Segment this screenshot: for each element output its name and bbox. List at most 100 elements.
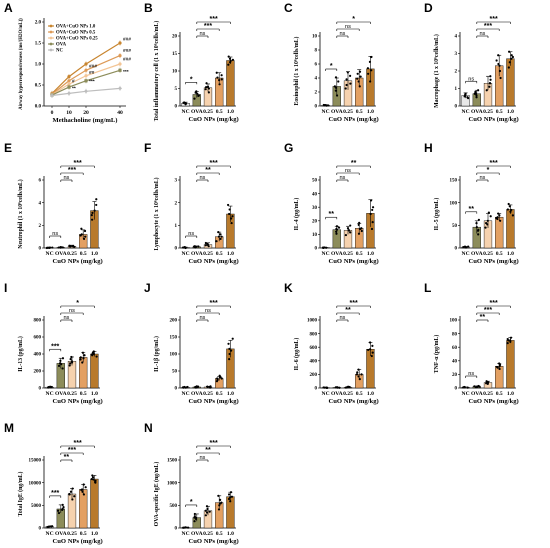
data-point [358,70,362,73]
series-point [84,74,88,78]
series-point [118,68,122,72]
data-point [487,211,490,214]
data-point [193,97,196,100]
panel-letter: K [284,281,293,295]
panel-letter: C [284,1,293,15]
data-point [495,216,498,220]
significance-label: *** [51,490,59,497]
y-axis-label: IL-13 (pg/mL) [17,336,24,372]
panel-letter: B [144,1,153,15]
data-point [463,386,466,389]
y-tick-label: 40 [452,360,458,365]
data-point [227,493,231,496]
category-label: 0.25 [343,391,353,397]
comparison-bracket: ns [465,371,478,378]
category-label: NC [322,251,330,257]
data-point [355,373,359,376]
category-label: 0.25 [203,251,213,257]
category-label: NC [46,531,54,537]
data-point [322,386,325,389]
category-label: NC [322,391,330,397]
significance-label: *** [210,440,218,447]
data-point [466,386,469,389]
data-point [360,229,363,233]
data-point [204,514,207,517]
y-tick-label: 150 [170,336,178,341]
y-tick-label: 10000 [29,481,42,486]
comparison-bracket: ns [196,308,220,315]
panel-letter: L [424,281,431,295]
data-point [344,87,347,90]
data-point [50,385,53,389]
x-axis-label: CuO NPs (mg/kg) [469,398,519,405]
annotation-label: ### [89,64,97,70]
data-point [196,92,199,95]
comparison-bracket: * [325,63,338,71]
x-axis-label: CuO NPs (mg/kg) [189,398,239,405]
data-point [228,358,231,361]
data-point [90,353,93,356]
panel-letter: E [4,141,12,155]
data-point [347,229,351,232]
data-point [357,368,360,371]
category-label: NC [182,391,190,397]
significance-label: *** [490,160,498,167]
data-point [508,61,511,64]
significance-label: ** [64,454,70,461]
data-point [474,90,477,94]
data-point [507,66,510,69]
comparison-bracket: * [185,76,198,85]
x-axis-label: CuO NPs (mg/kg) [189,116,239,123]
comparison-bracket: ns [196,31,209,38]
data-point [204,244,207,247]
data-point [370,354,373,358]
significance-label: *** [51,343,59,350]
data-point [82,493,86,496]
data-point [207,91,210,94]
data-point [218,374,221,377]
category-label: 0.25 [67,531,77,537]
significance-label: ns [345,168,351,174]
data-point [229,349,233,352]
data-point [61,508,64,511]
data-point [206,385,209,389]
y-tick-label: 30 [312,206,318,211]
comparison-bracket: *** [49,490,62,498]
y-tick-label: 0 [455,387,458,392]
data-point [508,50,511,53]
bar-1.0 [226,60,235,107]
data-point [344,233,348,237]
significance-label: ns [468,371,474,377]
data-point [231,58,235,61]
panel-c: C 0 2 4 6 8 10 Eosinophil (1 x 10⁶cells/mL) NC OV… [284,1,379,123]
y-tick-label: 15 [172,52,178,57]
comparison-bracket: ** [336,160,371,168]
comparison-bracket: ns [336,24,360,31]
data-point [323,104,326,107]
data-point [82,483,85,486]
series-point [84,62,88,66]
y-axis-label: TNF-α (pg/mL) [433,335,440,374]
data-point [370,55,373,59]
comparison-bracket: * [476,167,500,175]
data-point [208,386,211,389]
data-point [349,74,352,77]
y-tick-label: 0 [455,247,458,252]
category-label: 0.5 [80,391,87,397]
data-point [368,341,372,344]
legend-marker [49,36,53,40]
panel-letter: I [4,281,7,295]
data-point [462,386,465,389]
category-label: 0.5 [356,391,363,397]
series-point [67,75,71,79]
category-label: 0.5 [496,109,503,115]
y-tick-label: 200 [34,370,42,375]
y-tick-label: 0 [175,527,178,532]
data-point [228,347,231,350]
y-tick-label: 0 [39,387,42,392]
y-tick-label: 400 [310,360,318,365]
data-point [217,235,221,238]
data-point [208,510,211,513]
data-point [73,495,76,498]
significance-label: ns [188,231,194,237]
